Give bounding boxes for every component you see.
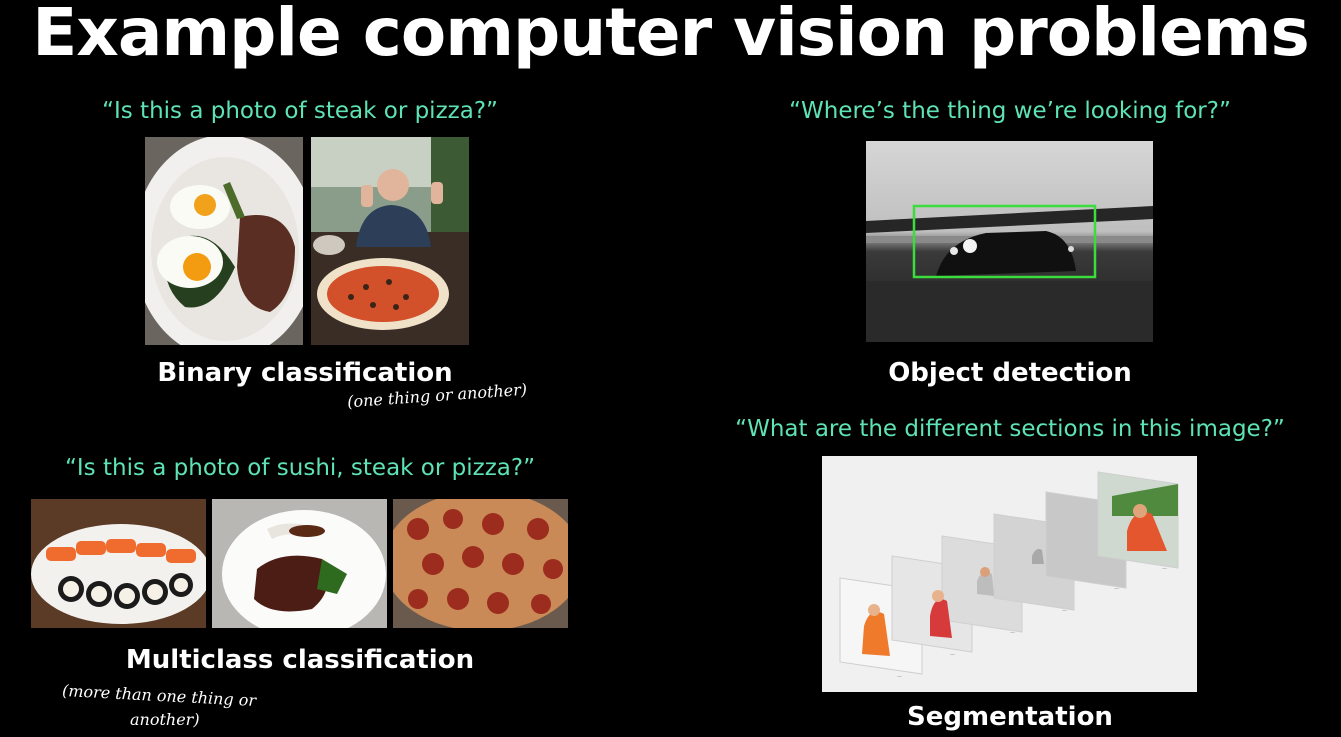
pizza-man-photo — [311, 137, 469, 345]
svg-text:—: — — [1162, 566, 1167, 572]
bounding-box — [912, 204, 1097, 279]
svg-text:—: — — [950, 652, 955, 658]
svg-text:—: — — [897, 674, 902, 680]
svg-text:—: — — [1114, 586, 1119, 592]
multiclass-note-line1: (more than one thing or — [61, 680, 257, 711]
steak-plate-photo — [145, 137, 303, 345]
steak-photo — [212, 499, 387, 628]
binary-label: Binary classification — [157, 358, 453, 388]
multiclass-question: “Is this a photo of sushi, steak or pizz… — [64, 455, 535, 481]
binary-question: “Is this a photo of steak or pizza?” — [102, 98, 498, 124]
segmentation-label: Segmentation — [907, 702, 1113, 732]
segmentation-figure: — — — — — — — [822, 456, 1197, 692]
detection-question: “Where’s the thing we’re looking for?” — [789, 98, 1231, 124]
segmentation-question: “What are the different sections in this… — [735, 416, 1285, 442]
sushi-photo — [31, 499, 206, 628]
svg-text:—: — — [1010, 630, 1015, 636]
pepperoni-pizza-photo — [393, 499, 568, 628]
multiclass-label: Multiclass classification — [125, 645, 475, 675]
slide-title: Example computer vision problems — [32, 0, 1310, 71]
detection-label: Object detection — [888, 358, 1132, 388]
svg-text:—: — — [1062, 608, 1067, 614]
car-detection-photo — [866, 141, 1153, 342]
multiclass-note-line2: another) — [130, 710, 200, 729]
